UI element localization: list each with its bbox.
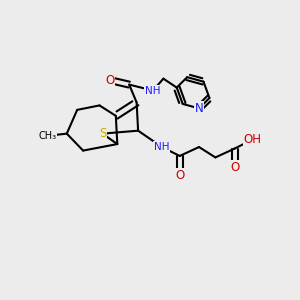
Text: CH₃: CH₃ <box>38 131 56 141</box>
Text: S: S <box>99 127 106 140</box>
Text: OH: OH <box>244 133 262 146</box>
Text: O: O <box>175 169 184 182</box>
Text: NH: NH <box>154 142 170 152</box>
Text: O: O <box>230 161 239 174</box>
Text: N: N <box>195 102 203 115</box>
Text: O: O <box>105 74 115 87</box>
Text: NH: NH <box>145 85 161 96</box>
